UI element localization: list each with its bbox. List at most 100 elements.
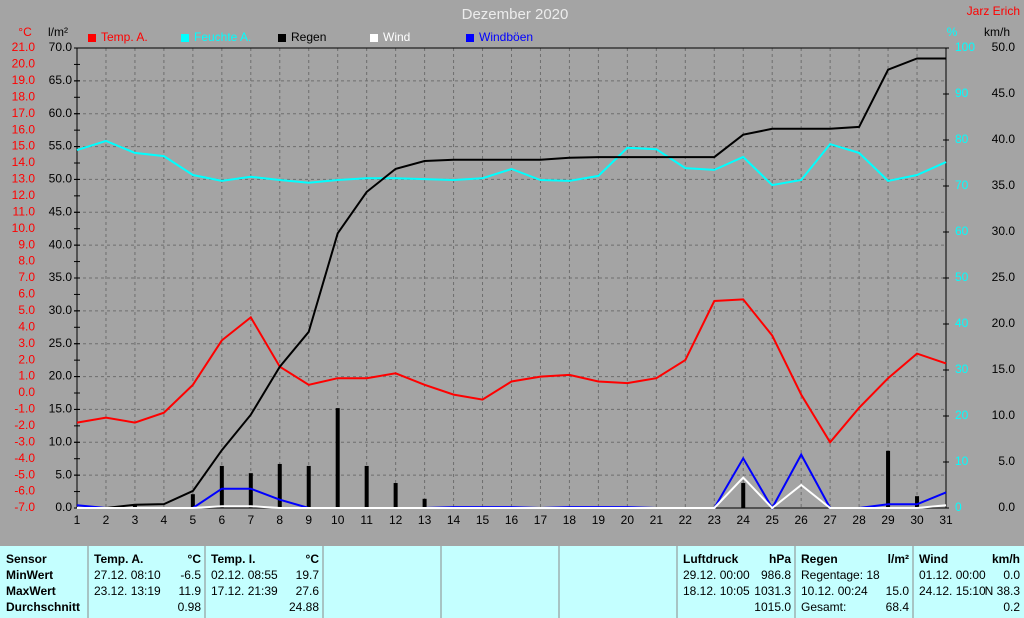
y-tick-label: 3.0 bbox=[18, 336, 35, 350]
cell-value: 24.88 bbox=[289, 600, 319, 614]
legend-swatch bbox=[370, 34, 378, 42]
y-tick-label: 14.0 bbox=[12, 155, 36, 169]
rain-bar bbox=[306, 465, 311, 508]
y-tick-label: 8.0 bbox=[18, 254, 35, 268]
x-tick-label: 25 bbox=[766, 513, 780, 527]
cell-value: 0.0 bbox=[1003, 568, 1020, 582]
cell-value: 15.0 bbox=[886, 584, 910, 598]
cell-value: 0.98 bbox=[178, 600, 202, 614]
y-tick-label: 60 bbox=[955, 224, 969, 238]
y-tick-label: 5.0 bbox=[18, 303, 35, 317]
axis-unit: l/m² bbox=[48, 25, 68, 39]
y-tick-label: 35.0 bbox=[49, 270, 73, 284]
y-tick-label: 70 bbox=[955, 178, 969, 192]
legend-label: Temp. A. bbox=[101, 30, 148, 44]
column-unit: l/m² bbox=[888, 552, 909, 566]
rain-bar bbox=[335, 408, 340, 508]
y-tick-label: -1.0 bbox=[14, 402, 35, 416]
column-unit: hPa bbox=[769, 552, 791, 566]
x-tick-label: 17 bbox=[534, 513, 548, 527]
x-tick-label: 7 bbox=[247, 513, 254, 527]
rain-bar bbox=[190, 494, 195, 508]
cell-label: 02.12. 08:55 bbox=[211, 568, 278, 582]
y-tick-label: 10.0 bbox=[12, 221, 36, 235]
y-tick-label: 70.0 bbox=[49, 40, 73, 54]
y-tick-label: -4.0 bbox=[14, 451, 35, 465]
y-tick-label: 100 bbox=[955, 40, 975, 54]
column-header: Temp. I. bbox=[211, 552, 255, 566]
y-tick-label: 40.0 bbox=[49, 237, 73, 251]
y-tick-label: 25.0 bbox=[992, 270, 1016, 284]
rain-bar bbox=[915, 496, 920, 508]
y-tick-label: 30.0 bbox=[992, 224, 1016, 238]
x-tick-label: 15 bbox=[476, 513, 490, 527]
y-tick-label: 30.0 bbox=[49, 303, 73, 317]
column-header: Luftdruck bbox=[683, 552, 739, 566]
y-tick-label: 18.0 bbox=[12, 89, 36, 103]
x-tick-label: 28 bbox=[852, 513, 866, 527]
column-header: Wind bbox=[919, 552, 948, 566]
y-tick-label: -6.0 bbox=[14, 484, 35, 498]
cell-value: N 38.3 bbox=[985, 584, 1021, 598]
table-header: Sensor bbox=[6, 552, 47, 566]
legend-swatch bbox=[181, 34, 189, 42]
legend-swatch bbox=[278, 34, 286, 42]
cell-value: 1031.3 bbox=[754, 584, 791, 598]
y-tick-label: 6.0 bbox=[18, 287, 35, 301]
x-tick-label: 18 bbox=[563, 513, 577, 527]
y-tick-label: 65.0 bbox=[49, 73, 73, 87]
y-tick-label: 20.0 bbox=[49, 369, 73, 383]
y-tick-label: 4.0 bbox=[18, 319, 35, 333]
rain-bar bbox=[393, 483, 398, 508]
series-line bbox=[77, 476, 947, 510]
y-tick-label: 30 bbox=[955, 362, 969, 376]
y-tick-label: 15.0 bbox=[49, 402, 73, 416]
cell-value: 0.2 bbox=[1003, 600, 1020, 614]
x-tick-label: 22 bbox=[679, 513, 693, 527]
series-line bbox=[77, 57, 946, 509]
cell-label: 17.12. 21:39 bbox=[211, 584, 278, 598]
y-tick-label: 9.0 bbox=[18, 237, 35, 251]
x-tick-label: 27 bbox=[823, 513, 837, 527]
y-tick-label: 10.0 bbox=[992, 408, 1016, 422]
x-tick-label: 14 bbox=[447, 513, 461, 527]
y-tick-label: 50.0 bbox=[49, 172, 73, 186]
legend-label: Windböen bbox=[479, 30, 533, 44]
rain-bar bbox=[886, 450, 891, 508]
y-tick-label: 45.0 bbox=[49, 204, 73, 218]
cell-label: 27.12. 08:10 bbox=[94, 568, 161, 582]
cell-value: 1015.0 bbox=[754, 600, 791, 614]
y-tick-label: 13.0 bbox=[12, 172, 36, 186]
legend-label: Regen bbox=[291, 30, 326, 44]
x-tick-label: 8 bbox=[276, 513, 283, 527]
cell-value: 986.8 bbox=[761, 568, 791, 582]
author: Jarz Erich bbox=[967, 4, 1020, 18]
y-tick-label: 55.0 bbox=[49, 139, 73, 153]
column-unit: °C bbox=[306, 552, 320, 566]
rain-bar bbox=[132, 504, 137, 508]
rain-bar bbox=[741, 483, 746, 508]
cell-value: -6.5 bbox=[180, 568, 201, 582]
cell-value: 68.4 bbox=[886, 600, 910, 614]
column-header: Regen bbox=[801, 552, 838, 566]
legend-swatch bbox=[466, 34, 474, 42]
y-tick-label: 40 bbox=[955, 316, 969, 330]
x-tick-label: 2 bbox=[103, 513, 110, 527]
x-tick-label: 31 bbox=[939, 513, 953, 527]
x-tick-label: 11 bbox=[360, 513, 373, 527]
column-header: Temp. A. bbox=[94, 552, 143, 566]
legend-label: Feuchte A. bbox=[194, 30, 251, 44]
legend-label: Wind bbox=[383, 30, 410, 44]
y-tick-label: 11.0 bbox=[13, 204, 36, 218]
y-tick-label: 17.0 bbox=[12, 106, 36, 120]
table-separators bbox=[87, 546, 914, 618]
cell-value: 19.7 bbox=[296, 568, 320, 582]
cell-value: 27.6 bbox=[296, 584, 320, 598]
cell-label: 10.12. 00:24 bbox=[801, 584, 868, 598]
summary-table: Sensor MinWert MaxWert Durchschnitt Temp… bbox=[0, 546, 1024, 618]
cell-label: 01.12. 00:00 bbox=[919, 568, 986, 582]
y-tick-label: 0.0 bbox=[55, 500, 72, 514]
rain-bar bbox=[248, 473, 253, 508]
x-tick-label: 21 bbox=[650, 513, 664, 527]
y-tick-label: 5.0 bbox=[55, 467, 72, 481]
